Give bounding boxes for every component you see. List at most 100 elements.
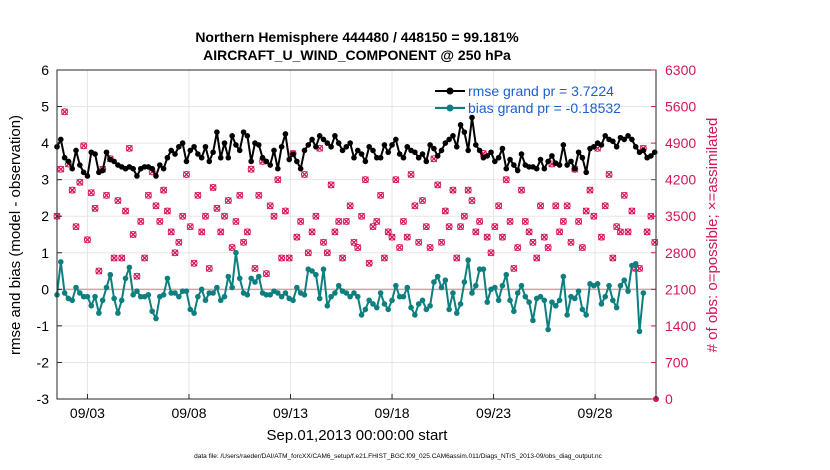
obs-assimilated-point xyxy=(373,217,381,225)
bias-point xyxy=(552,302,559,309)
obs-possible-point xyxy=(388,233,396,241)
obs-possible-point xyxy=(407,170,415,178)
obs-assimilated-point xyxy=(601,202,609,210)
obs-possible-point xyxy=(236,191,244,199)
rmse-point xyxy=(297,165,304,172)
obs-possible-point xyxy=(335,217,343,225)
plot-area xyxy=(57,70,656,399)
obs-count-layer xyxy=(53,108,659,402)
bias-point xyxy=(446,306,452,313)
obs-possible-point xyxy=(171,249,179,257)
bias-point xyxy=(282,290,289,296)
legend-rmse-label: rmse grand pr = 3.7224 xyxy=(468,83,614,99)
bias-point xyxy=(244,292,251,298)
obs-possible-point xyxy=(457,223,465,231)
obs-assimilated-point xyxy=(559,217,567,225)
bias-point xyxy=(294,284,300,291)
rmse-point xyxy=(156,162,163,168)
obs-possible-point xyxy=(110,254,118,262)
obs-possible-point xyxy=(167,228,175,236)
rmse-point xyxy=(255,142,262,148)
y-tick-label-left: -3 xyxy=(37,391,50,407)
rmse-point xyxy=(446,136,452,143)
rmse-point xyxy=(514,167,521,174)
obs-assimilated-point xyxy=(460,212,468,220)
obs-possible-point xyxy=(586,186,594,194)
bias-point xyxy=(602,293,609,300)
obs-possible-point xyxy=(350,238,358,246)
obs-possible-point xyxy=(122,207,130,215)
obs-possible-point xyxy=(556,228,564,236)
obs-assimilated-point xyxy=(312,212,320,220)
obs-possible-point xyxy=(331,228,339,236)
bias-point xyxy=(290,297,296,304)
bias-point xyxy=(427,302,433,309)
y-tick-label-right: 4200 xyxy=(665,172,696,188)
bias-point xyxy=(374,304,380,311)
rmse-point xyxy=(484,153,491,159)
obs-possible-point xyxy=(141,254,149,262)
obs-possible-point xyxy=(57,165,65,173)
obs-possible-point xyxy=(240,238,248,246)
obs-possible-point xyxy=(453,254,461,262)
obs-possible-point xyxy=(377,191,385,199)
bias-point xyxy=(236,275,243,282)
bias-point xyxy=(195,293,201,300)
rmse-point xyxy=(640,147,647,154)
obs-assimilated-point xyxy=(457,223,465,231)
rmse-point xyxy=(153,173,159,179)
obs-assimilated-point xyxy=(377,191,385,199)
rmse-point xyxy=(541,165,548,172)
obs-assimilated-point xyxy=(472,228,480,236)
obs-assimilated-point xyxy=(491,223,499,231)
bias-point xyxy=(92,293,98,300)
obs-assimilated-point xyxy=(209,184,217,191)
bias-point xyxy=(233,249,239,256)
obs-possible-point xyxy=(487,249,495,257)
obs-assimilated-point xyxy=(186,223,194,231)
obs-possible-point xyxy=(198,228,206,236)
bias-point xyxy=(541,297,548,304)
obs-assimilated-point xyxy=(91,204,99,212)
bias-point xyxy=(434,273,441,280)
rmse-point xyxy=(309,136,315,143)
rmse-point xyxy=(282,131,289,137)
rmse-point xyxy=(511,162,517,168)
bias-point xyxy=(313,271,319,278)
rmse-point xyxy=(560,142,567,148)
rmse-point xyxy=(396,151,403,157)
rmse-point xyxy=(301,147,308,154)
rmse-point xyxy=(328,143,334,150)
obs-possible-point xyxy=(506,217,514,225)
obs-assimilated-point xyxy=(278,254,286,262)
obs-assimilated-point xyxy=(617,228,624,236)
rmse-point xyxy=(571,165,578,172)
rmse-point xyxy=(103,149,110,156)
obs-assimilated-point xyxy=(586,186,594,194)
obs-assimilated-point xyxy=(194,191,202,199)
obs-possible-point xyxy=(418,197,426,205)
obs-possible-point xyxy=(430,155,438,163)
obs-assimilated-point xyxy=(582,207,590,215)
obs-possible-point xyxy=(83,236,91,244)
obs-possible-point xyxy=(308,228,316,236)
obs-possible-point xyxy=(232,217,240,225)
bias-point xyxy=(499,282,506,289)
rmse-point xyxy=(134,173,140,179)
rmse-point xyxy=(99,167,106,174)
obs-assimilated-point xyxy=(57,165,65,173)
obs-possible-point xyxy=(61,108,69,116)
obs-assimilated-point xyxy=(122,207,129,215)
bias-point xyxy=(560,273,567,280)
bias-point xyxy=(366,297,372,304)
obs-assimilated-point xyxy=(354,244,362,252)
rmse-point xyxy=(415,154,422,161)
bias-point xyxy=(358,312,365,318)
rmse-point xyxy=(651,149,658,156)
obs-assimilated-point xyxy=(567,238,575,246)
bias-point xyxy=(381,301,388,307)
legend-bias-label: bias grand pr = -0.18532 xyxy=(468,100,621,116)
bias-point xyxy=(518,282,525,289)
obs-possible-point xyxy=(502,176,510,184)
obs-possible-point xyxy=(426,244,434,252)
